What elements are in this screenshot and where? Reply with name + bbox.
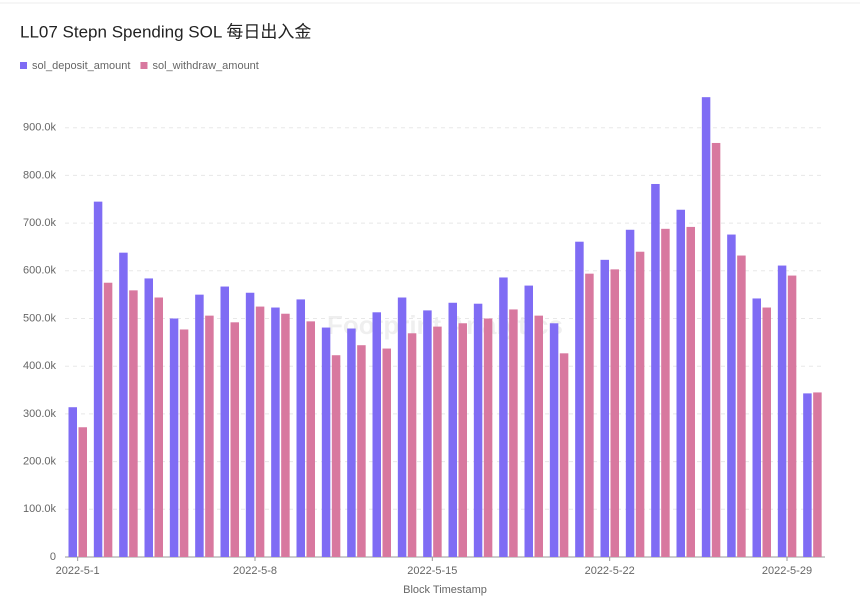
bar (499, 277, 508, 557)
bar (372, 312, 381, 557)
bar (701, 97, 711, 557)
x-tick-label: 2022-5-8 (233, 565, 277, 577)
bar (296, 299, 305, 557)
bar (509, 309, 518, 557)
bar (407, 333, 417, 557)
bar (737, 255, 746, 557)
bar (777, 265, 787, 557)
bar (635, 251, 645, 557)
bar (803, 393, 812, 557)
bar (676, 209, 685, 557)
bar (357, 345, 366, 557)
y-tick-label: 600.0k (23, 265, 57, 277)
bar (585, 273, 594, 557)
bar (245, 292, 255, 557)
bar (154, 297, 163, 557)
y-tick-label: 900.0k (23, 122, 57, 134)
bar (179, 329, 189, 557)
y-tick-label: 100.0k (23, 503, 57, 515)
bar (230, 322, 239, 557)
bar (752, 298, 761, 557)
bar (727, 234, 736, 557)
chart-title: LL07 Stepn Spending SOL 每日出入金 (20, 22, 311, 41)
x-tick-label: 2022-5-29 (762, 565, 812, 577)
bar (524, 285, 533, 557)
bar (686, 226, 695, 557)
legend-swatch (140, 62, 148, 69)
bar (549, 323, 559, 557)
bar (205, 315, 214, 557)
bar (473, 303, 483, 557)
y-tick-label: 500.0k (23, 312, 57, 324)
bar (575, 241, 584, 557)
bar (68, 407, 77, 557)
bar (93, 201, 103, 557)
bar (813, 392, 822, 557)
x-axis-title: Block Timestamp (403, 584, 487, 596)
watermark: Footprint Analytics (327, 310, 563, 340)
bar (762, 307, 771, 557)
bar (458, 323, 467, 557)
bar (119, 252, 128, 557)
bar (600, 259, 609, 557)
bar (711, 142, 721, 558)
bar (651, 183, 660, 557)
bar (331, 355, 341, 557)
bar (382, 348, 391, 557)
bar (423, 310, 432, 557)
bar (534, 315, 543, 557)
bar (448, 302, 457, 557)
y-tick-label: 300.0k (23, 408, 57, 420)
bar (281, 313, 290, 557)
bar (787, 275, 797, 557)
bar (169, 318, 179, 557)
bar (625, 229, 635, 557)
bar (78, 427, 87, 557)
y-tick-label: 700.0k (23, 217, 57, 229)
x-tick-label: 2022-5-22 (585, 565, 635, 577)
bar (195, 294, 204, 557)
x-tick-label: 2022-5-15 (407, 565, 457, 577)
bar (397, 297, 407, 557)
legend-label: sol_withdraw_amount (152, 60, 258, 72)
bar (347, 328, 356, 557)
y-tick-label: 200.0k (23, 456, 57, 468)
x-tick-label: 2022-5-1 (56, 565, 100, 577)
bar (255, 306, 265, 557)
bar (103, 282, 113, 557)
bar (321, 327, 331, 557)
bar (144, 278, 153, 557)
bar (306, 321, 315, 557)
bar (483, 318, 493, 557)
legend-swatch (20, 62, 27, 69)
bar (610, 269, 619, 557)
bar (559, 353, 569, 557)
bar (271, 307, 280, 557)
legend-label: sol_deposit_amount (32, 60, 130, 72)
y-tick-label: 400.0k (23, 360, 57, 372)
bar (129, 290, 138, 557)
y-tick-label: 0 (50, 551, 56, 563)
bar (220, 286, 229, 557)
bar (661, 228, 670, 557)
y-tick-label: 800.0k (23, 169, 57, 181)
bar (433, 326, 442, 557)
